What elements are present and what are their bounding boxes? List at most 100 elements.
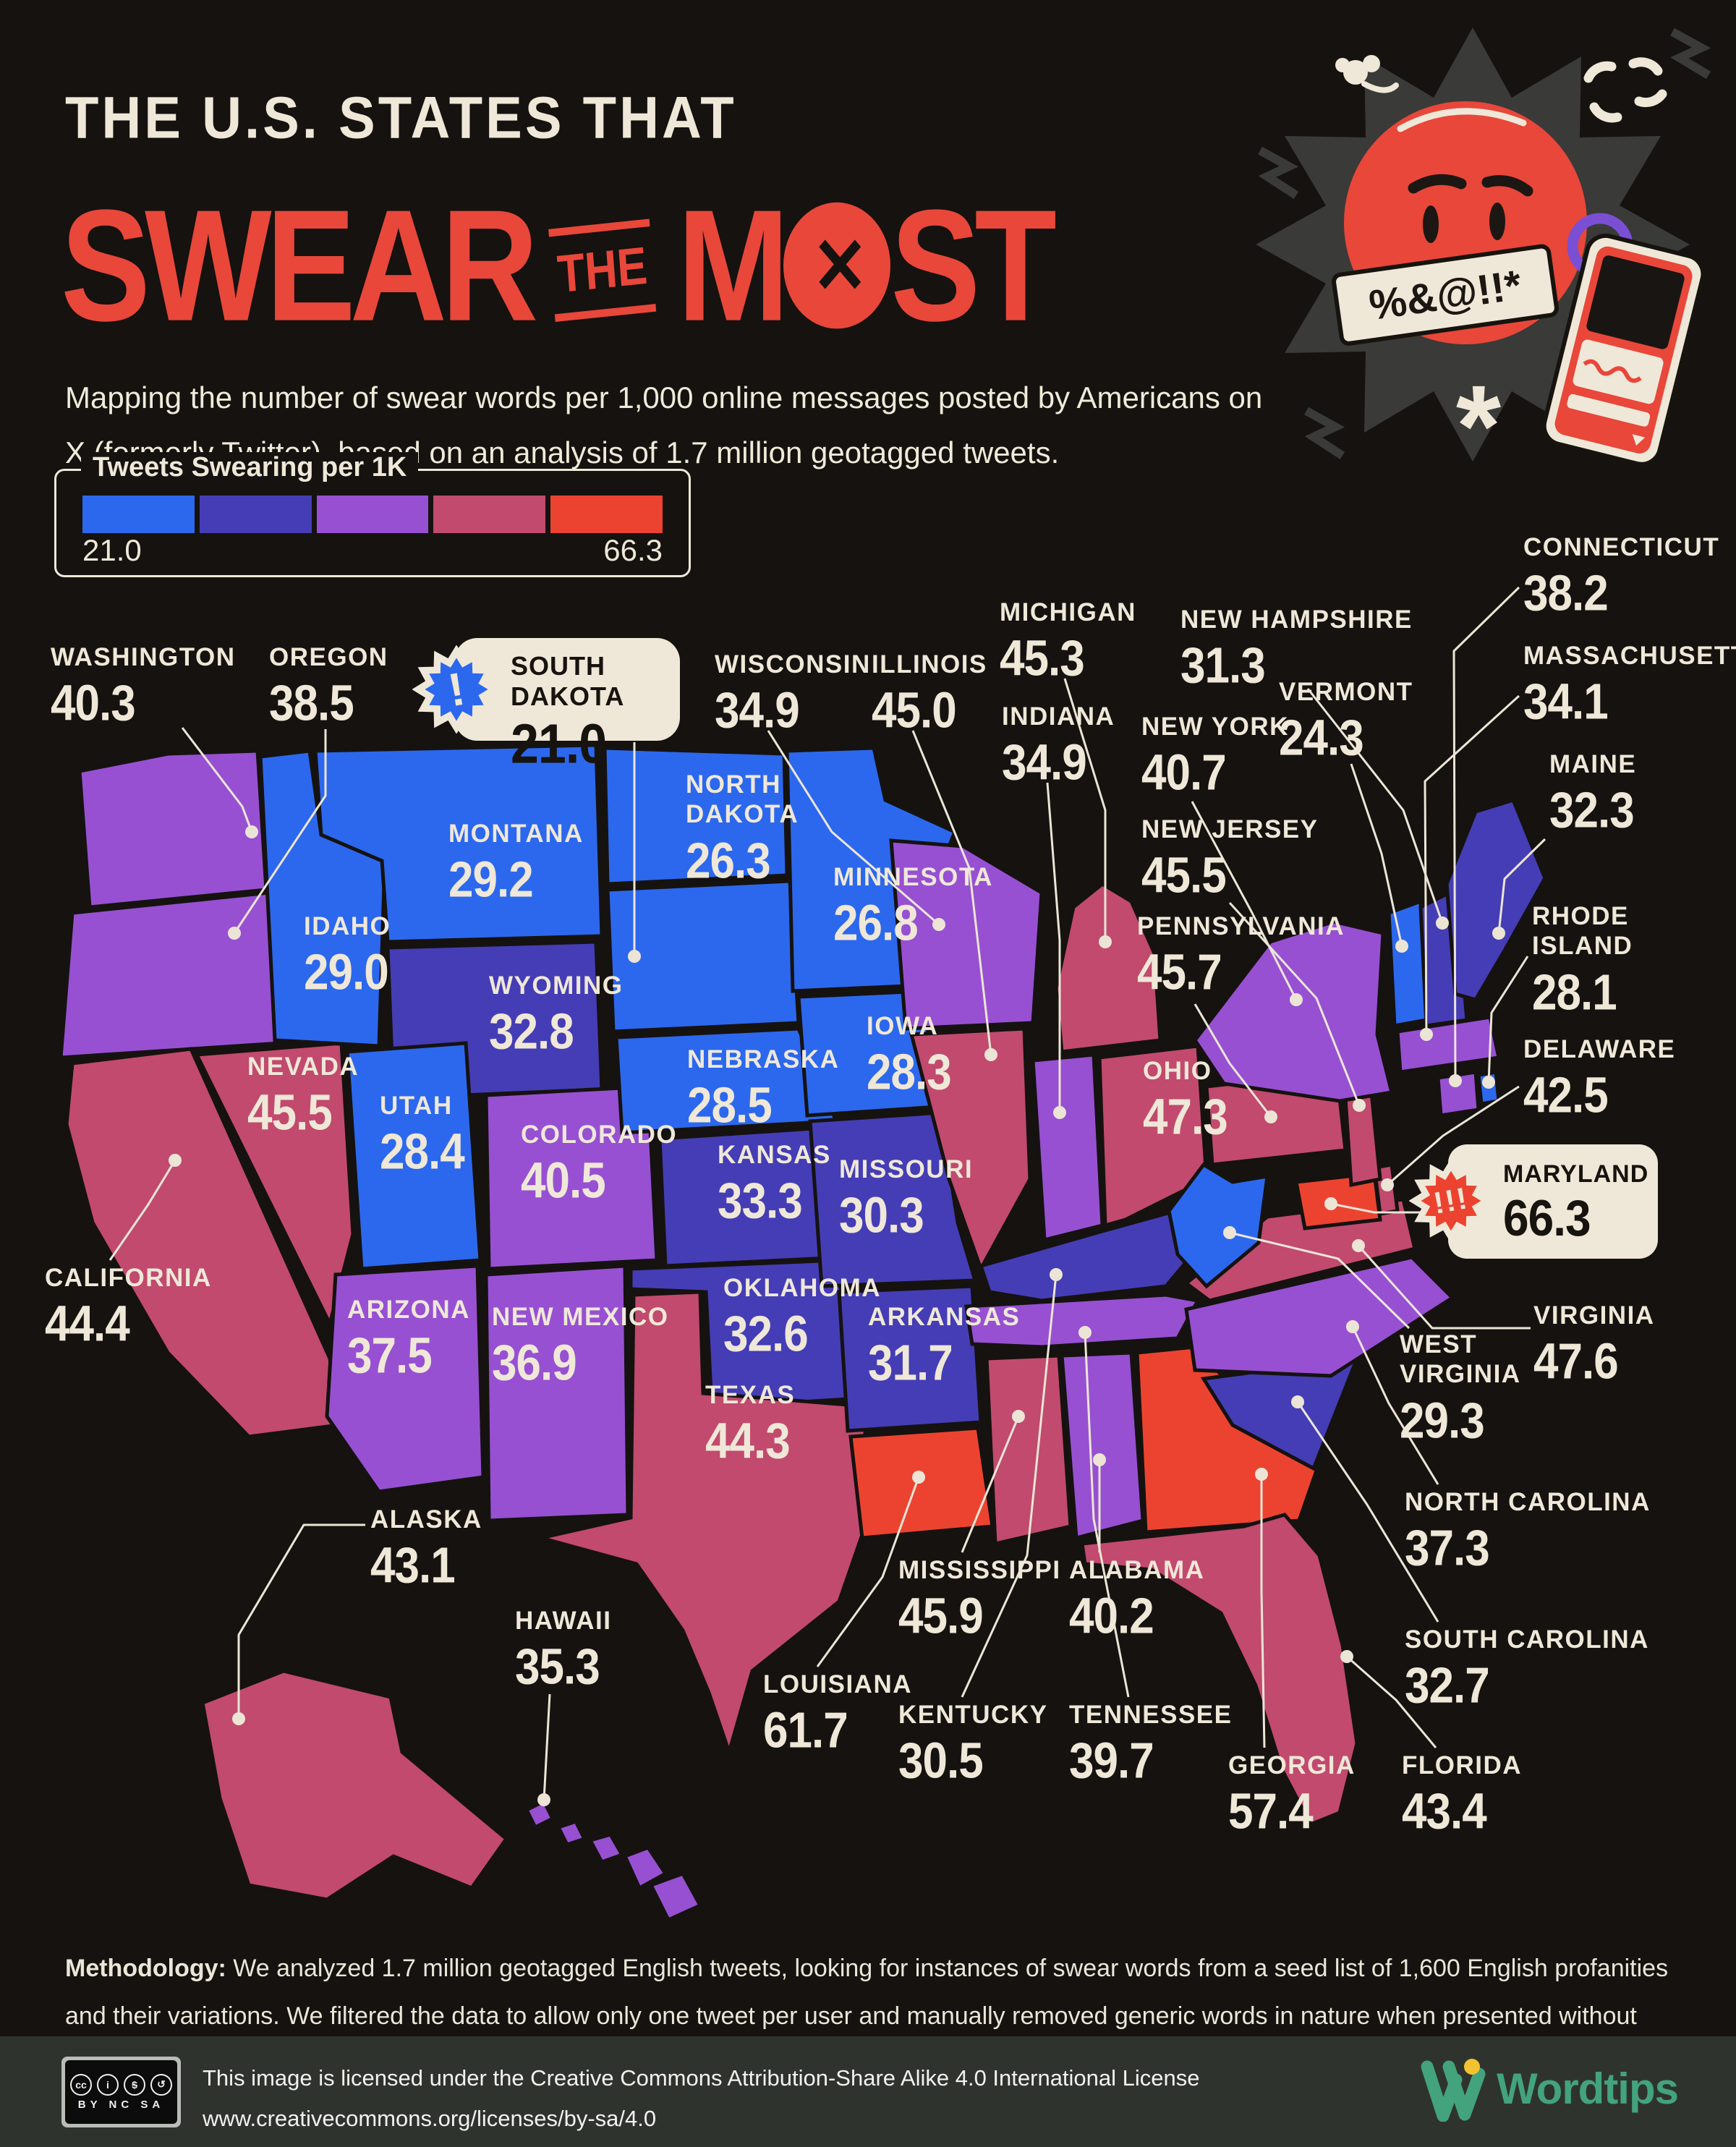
state-shape-in[interactable] [1031, 1053, 1105, 1243]
low-starburst-badge: ! [412, 645, 501, 734]
state-shape-hi[interactable] [556, 1819, 587, 1848]
license-text: This image is licensed under the Creativ… [203, 2065, 1200, 2091]
state-shape-mo[interactable] [808, 1110, 978, 1288]
cc-labels: BY NC SA [77, 2098, 165, 2111]
anger-mark-icon [1583, 57, 1667, 123]
legend-swatch-3 [316, 496, 429, 533]
page-subtitle: Mapping the number of swear words per 1,… [65, 380, 1263, 469]
title-word-m: M [677, 177, 789, 354]
state-shape-fl[interactable] [1080, 1513, 1359, 1827]
legend-swatch-5 [550, 496, 663, 533]
state-shape-il[interactable] [909, 1026, 1032, 1274]
state-value-il: 45.0 [872, 683, 957, 739]
state-label-ma: MASSACHUSETTS 34.1 [1523, 641, 1736, 731]
angry-emoji-illustration: %&@!!* * [1256, 27, 1711, 475]
us-choropleth-map [59, 745, 1547, 1923]
cc-sa-icon: ↺ [150, 2073, 172, 2096]
eyebrow-left [1408, 174, 1467, 194]
legend: Tweets Swearing per 1K 21.0 66.3 [54, 452, 691, 577]
state-name-ny: NEW YORK [1141, 713, 1289, 741]
state-shape-nj[interactable] [1343, 1089, 1382, 1188]
asterisk-icon: * [1456, 361, 1502, 475]
state-value-ma: 34.1 [1523, 674, 1609, 731]
state-shape-ar[interactable] [837, 1284, 983, 1433]
lightning-icon [1258, 146, 1299, 200]
callout-high-value: 66.3 [1503, 1189, 1591, 1247]
eye-right [1489, 203, 1505, 240]
state-shape-hi[interactable] [622, 1845, 668, 1891]
state-shape-tn[interactable] [964, 1293, 1201, 1349]
wordtips-logo-icon [1421, 2059, 1486, 2122]
state-value-nh: 31.3 [1180, 638, 1266, 694]
state-shape-ut[interactable] [345, 1041, 482, 1271]
face-highlight [1397, 108, 1527, 132]
state-shape-me[interactable] [1444, 797, 1547, 1002]
state-shape-sd[interactable] [605, 879, 801, 1034]
state-value-wi: 34.9 [715, 683, 800, 739]
state-name-nh: NEW HAMPSHIRE [1180, 605, 1413, 634]
state-value-mi: 45.3 [1000, 631, 1085, 687]
methodology-label: Methodology: [65, 1955, 226, 1982]
callout-low-value: 21.0 [511, 713, 607, 775]
callout-high-name: MARYLAND [1503, 1160, 1649, 1188]
state-shape-wi[interactable] [889, 838, 1044, 1031]
legend-min: 21.0 [82, 533, 142, 567]
page-title-kicker: THE U.S. STATES THAT [65, 85, 737, 151]
state-shape-wa[interactable] [77, 749, 268, 909]
state-shape-ma[interactable] [1395, 1015, 1502, 1074]
legend-swatch-1 [82, 496, 195, 533]
steam-puff-icon [1335, 55, 1399, 93]
state-shape-oh[interactable] [1097, 1044, 1209, 1228]
state-value-wa: 40.3 [51, 676, 136, 732]
state-shape-ri[interactable] [1476, 1070, 1501, 1106]
state-shape-ak[interactable] [200, 1669, 509, 1902]
cc-nc-icon: $ [124, 2073, 145, 2096]
footer-bar: cc i $ ↺ BY NC SA This image is licensed… [0, 2036, 1736, 2147]
state-shape-or[interactable] [59, 890, 283, 1060]
state-shape-ny[interactable] [1192, 919, 1395, 1103]
brand-lockup[interactable]: Wordtips [1420, 2055, 1679, 2122]
state-shape-az[interactable] [325, 1264, 485, 1494]
cc-by-icon: i [97, 2073, 119, 2096]
legend-range: 21.0 66.3 [82, 533, 663, 568]
state-shape-tx[interactable] [540, 1290, 867, 1759]
state-name-ma: MASSACHUSETTS [1523, 642, 1736, 670]
title-word-the: THE [548, 218, 657, 323]
state-shape-hi[interactable] [648, 1871, 703, 1923]
state-value-or: 38.5 [269, 676, 354, 732]
state-shape-nm[interactable] [484, 1264, 630, 1523]
state-name-il: ILLINOIS [872, 650, 987, 679]
state-shape-mi[interactable] [1054, 881, 1162, 1054]
legend-swatch-4 [433, 496, 546, 533]
lightning-icon [1304, 407, 1345, 460]
low-badge-exclamation: ! [444, 662, 469, 717]
state-shape-co[interactable] [484, 1084, 659, 1271]
title-word-st: ST [890, 177, 1057, 354]
state-name-vt: VERMONT [1279, 678, 1413, 706]
state-shape-ca[interactable] [64, 1047, 341, 1439]
lightning-icon [1670, 27, 1711, 80]
high-starburst-badge: !!! [1408, 1158, 1494, 1243]
state-shape-ms[interactable] [984, 1353, 1073, 1547]
state-shape-hi[interactable] [524, 1798, 556, 1830]
state-shape-nv[interactable] [194, 1041, 355, 1330]
state-shape-ct[interactable] [1436, 1070, 1481, 1118]
state-shape-hi[interactable] [587, 1832, 625, 1865]
high-badge-exclamation: !!! [1431, 1181, 1471, 1220]
callout-low-name: SOUTH DAKOTA [511, 651, 625, 711]
state-label-mi: MICHIGAN 45.3 [1000, 598, 1136, 687]
state-label-il: ILLINOIS 45.0 [872, 650, 987, 739]
state-label-or: OREGON 38.5 [269, 642, 388, 732]
license-url[interactable]: www.creativecommons.org/licenses/by-sa/4… [203, 2105, 657, 2131]
legend-max: 66.3 [603, 533, 663, 567]
eye-left [1423, 205, 1439, 243]
cc-icon: cc [70, 2073, 92, 2096]
censored-o-icon: ✕ [783, 202, 891, 329]
legend-title: Tweets Swearing per 1K [81, 452, 419, 483]
state-shape-la[interactable] [848, 1426, 995, 1540]
state-shape-md[interactable] [1294, 1171, 1382, 1230]
state-label-ct: CONNECTICUT 38.2 [1523, 532, 1719, 622]
state-shape-al[interactable] [1060, 1351, 1145, 1541]
callout-highest-state: !!! MARYLAND 66.3 [1408, 1144, 1658, 1259]
